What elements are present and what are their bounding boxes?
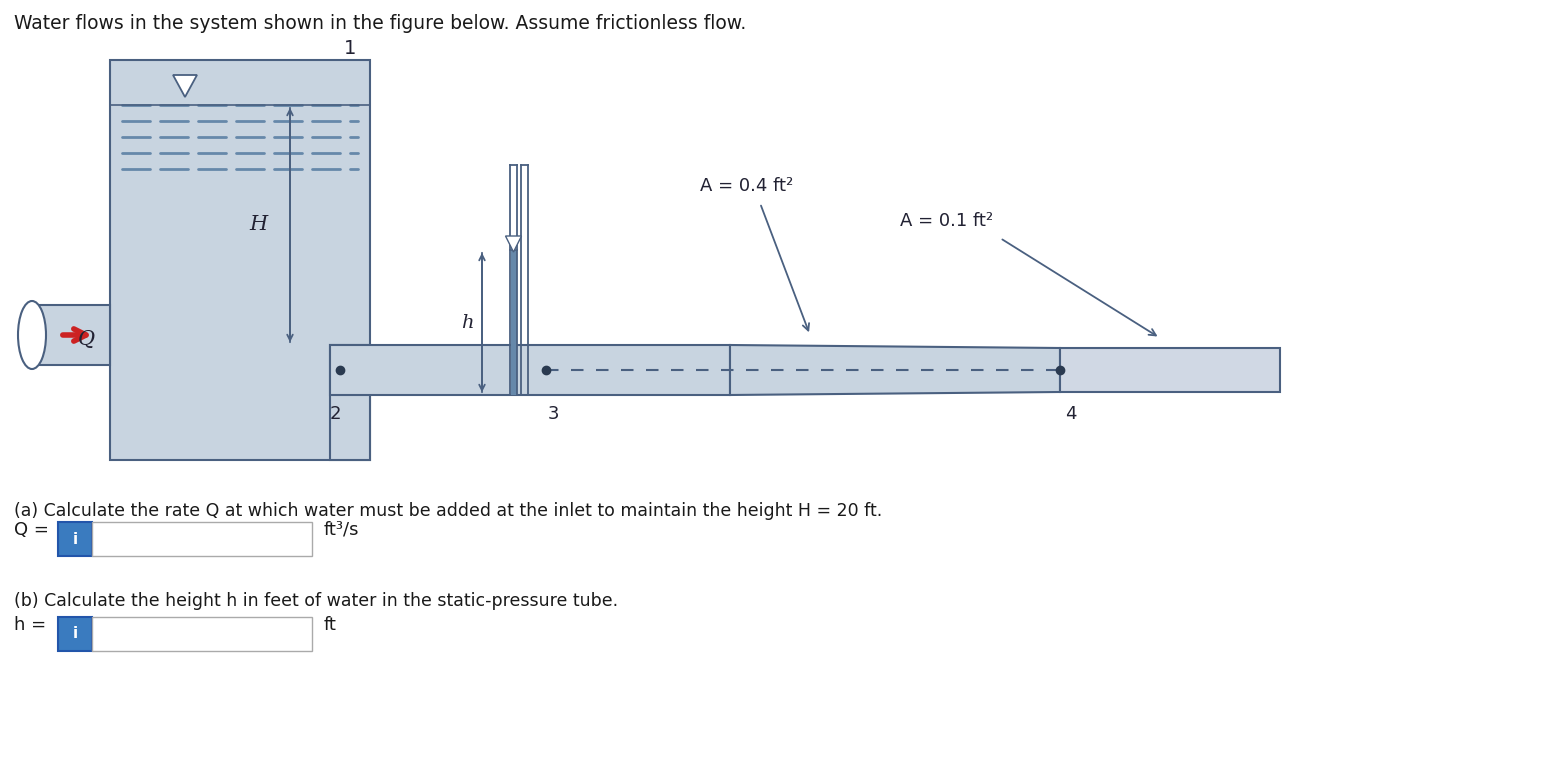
Text: (a) Calculate the rate Q at which water must be added at the inlet to maintain t: (a) Calculate the rate Q at which water … bbox=[14, 502, 883, 520]
Bar bbox=[92, 617, 312, 651]
Text: 3: 3 bbox=[549, 405, 559, 423]
Text: ft³/s: ft³/s bbox=[323, 521, 359, 539]
Bar bbox=[57, 522, 92, 556]
Text: ft: ft bbox=[323, 616, 337, 634]
Text: 1: 1 bbox=[343, 39, 356, 58]
Polygon shape bbox=[505, 236, 522, 252]
Text: 4: 4 bbox=[1064, 405, 1077, 423]
Text: A = 0.4 ft²: A = 0.4 ft² bbox=[699, 177, 793, 195]
Text: Q =: Q = bbox=[14, 521, 48, 539]
Bar bbox=[329, 345, 730, 395]
Bar bbox=[110, 60, 370, 460]
Text: H: H bbox=[250, 215, 267, 234]
Text: i: i bbox=[73, 532, 78, 546]
Bar bbox=[1060, 348, 1280, 392]
Text: h: h bbox=[462, 313, 474, 332]
Bar bbox=[92, 522, 312, 556]
Text: i: i bbox=[73, 627, 78, 641]
Polygon shape bbox=[172, 75, 197, 97]
Text: (b) Calculate the height h in feet of water in the static-pressure tube.: (b) Calculate the height h in feet of wa… bbox=[14, 592, 618, 610]
Bar bbox=[329, 345, 370, 460]
Text: h =: h = bbox=[14, 616, 47, 634]
Text: Water flows in the system shown in the figure below. Assume frictionless flow.: Water flows in the system shown in the f… bbox=[14, 14, 746, 33]
Bar bbox=[511, 250, 517, 395]
Bar bbox=[57, 617, 92, 651]
Ellipse shape bbox=[19, 301, 47, 369]
Polygon shape bbox=[730, 345, 1060, 395]
Text: A = 0.1 ft²: A = 0.1 ft² bbox=[900, 212, 993, 230]
Bar bbox=[30, 305, 110, 365]
Text: Q: Q bbox=[78, 330, 95, 349]
Text: 2: 2 bbox=[329, 405, 340, 423]
